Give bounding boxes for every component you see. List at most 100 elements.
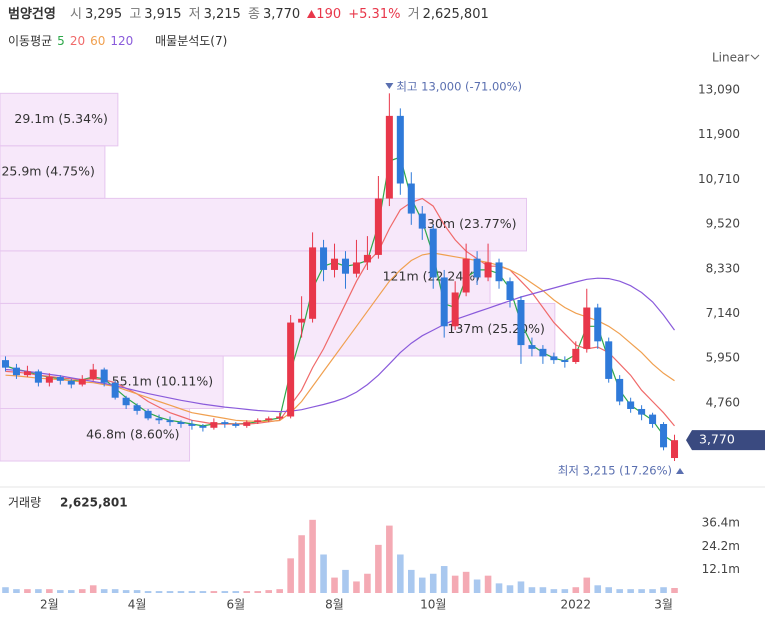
- candle-body: [594, 307, 602, 342]
- candle-body: [462, 258, 470, 293]
- volume-bar: [254, 591, 262, 593]
- header: 범양건영 시 3,295 고 3,915 저 3,215 종 3,770 190 +5.…: [8, 3, 492, 22]
- y-tick-label: 10,710: [698, 172, 740, 186]
- candle-body: [385, 115, 393, 199]
- candle-body: [539, 348, 547, 357]
- volume-bar: [265, 590, 272, 593]
- volume-profile-label: 55.1m (10.11%): [112, 374, 213, 389]
- candle-body: [188, 424, 196, 426]
- candle-body: [352, 262, 360, 274]
- y-tick-label: 8,330: [706, 261, 740, 275]
- volume-bar: [616, 589, 623, 593]
- volume-bar: [572, 587, 580, 593]
- change: 190: [316, 7, 342, 22]
- candle-body: [473, 258, 481, 278]
- value: 3,915: [144, 7, 182, 22]
- candle-body: [616, 378, 624, 402]
- scale-mode[interactable]: Linear: [712, 51, 749, 65]
- candle-body: [144, 410, 152, 419]
- volume-profile-bar: [0, 145, 106, 199]
- volume-bar: [528, 587, 536, 593]
- candle-body: [309, 247, 317, 319]
- volume-bar: [57, 590, 64, 593]
- candle-body: [320, 247, 328, 270]
- value: 3,770: [262, 7, 301, 22]
- candle-body: [374, 198, 382, 255]
- volume-bar: [484, 575, 492, 593]
- legend-entry[interactable]: 5: [57, 34, 65, 48]
- candle-body: [561, 360, 569, 363]
- volume-bar: [309, 519, 316, 593]
- label: 저: [188, 7, 201, 22]
- volume-bar: [188, 591, 196, 593]
- volume-bar: [2, 587, 9, 593]
- candle-body: [331, 258, 339, 270]
- candle-body: [100, 369, 108, 383]
- candle-body: [265, 418, 273, 421]
- stock-name: 범양건영: [8, 7, 56, 22]
- candle-body: [440, 277, 448, 327]
- volume-bar: [24, 589, 31, 593]
- dropdown-chevron[interactable]: [750, 54, 760, 60]
- candle-body: [660, 424, 668, 448]
- last-price-label: 3,770: [699, 432, 735, 447]
- candle-body: [67, 380, 75, 385]
- value: 3,295: [84, 7, 123, 22]
- legend-entry[interactable]: 120: [110, 34, 134, 48]
- volume-bar: [397, 554, 404, 593]
- candle-body: [649, 414, 657, 425]
- y-tick-label: 5,950: [706, 351, 740, 365]
- candle-body: [133, 405, 141, 411]
- candle-body: [429, 228, 437, 278]
- candle-body: [155, 418, 163, 421]
- candle-body: [276, 416, 284, 419]
- y-tick-label: 24.2m: [702, 539, 740, 553]
- volume-profile-label: 25.9m (4.75%): [1, 164, 94, 179]
- volume-bar: [46, 589, 53, 593]
- up-icon: [307, 10, 317, 18]
- candle-body: [166, 420, 174, 423]
- profile-title[interactable]: 매물분석도(7): [155, 34, 228, 48]
- volume-value: 2,625,801: [60, 496, 128, 510]
- volume-bar: [133, 590, 141, 593]
- candle-body: [572, 348, 580, 363]
- candle-body: [254, 420, 262, 423]
- volume-bar: [155, 591, 163, 593]
- candle-body: [495, 262, 503, 282]
- volume-bar: [462, 571, 470, 593]
- legend-entry[interactable]: 60: [90, 34, 106, 48]
- volume-bar: [177, 591, 185, 593]
- y-tick-label: 7,140: [706, 306, 740, 320]
- volume-bar: [638, 589, 645, 593]
- volume-bar: [122, 590, 130, 593]
- candle-body: [232, 424, 240, 426]
- volume-bar: [375, 544, 382, 593]
- value: 3,215: [203, 7, 241, 22]
- volume-bar: [353, 581, 360, 593]
- candle-body: [484, 262, 492, 278]
- candle-body: [341, 258, 349, 274]
- volume-bar: [550, 589, 558, 593]
- candle-body: [1, 360, 9, 368]
- volume-bar: [364, 573, 371, 593]
- candle-body: [111, 382, 119, 398]
- value: 2,625,801: [422, 7, 489, 22]
- low-marker: [676, 468, 684, 474]
- y-tick-label: 13,090: [698, 82, 740, 96]
- x-tick-label: 8월: [325, 598, 344, 612]
- high-marker: [385, 83, 394, 89]
- candle-body: [177, 422, 185, 425]
- volume-bar: [89, 585, 97, 593]
- x-tick-label: 4월: [128, 598, 147, 612]
- candle-body: [363, 254, 371, 263]
- last-price-box: [686, 430, 765, 451]
- candle-body: [528, 345, 536, 349]
- volume-bar: [583, 577, 591, 593]
- candle-body: [56, 377, 64, 381]
- volume-bar: [408, 569, 415, 593]
- candle-body: [583, 307, 591, 349]
- volume-bar: [418, 577, 426, 593]
- candle-body: [243, 422, 251, 426]
- legend-entry[interactable]: 20: [69, 34, 86, 48]
